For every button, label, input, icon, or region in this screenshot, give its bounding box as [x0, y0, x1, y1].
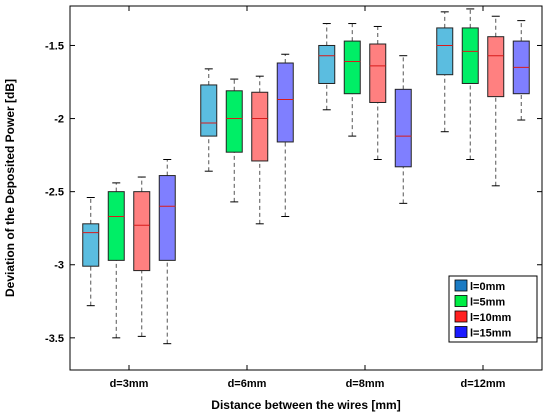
- box-l=15mm-d=12mm: [512, 20, 530, 121]
- box-body: [394, 88, 412, 168]
- legend-entry: l=0mm: [470, 281, 505, 293]
- box-body: [133, 191, 151, 272]
- box-l=0mm-d=3mm: [82, 197, 100, 307]
- box-l=10mm-d=3mm: [133, 176, 151, 337]
- legend-swatch: [454, 295, 468, 307]
- legend-entry: l=15mm: [470, 328, 511, 340]
- y-tick-label: -2: [54, 114, 64, 126]
- legend-swatch: [454, 279, 468, 292]
- box-series: [82, 8, 530, 345]
- box-body: [436, 27, 454, 76]
- x-tick-label: d=12mm: [461, 378, 506, 390]
- box-l=5mm-d=12mm: [461, 8, 479, 160]
- box-l=5mm-d=8mm: [343, 23, 361, 137]
- legend: l=0mm l=5mm l=10mm l=15mm: [448, 275, 538, 343]
- y-tick-label: -1.5: [45, 40, 64, 52]
- legend-entry: l=5mm: [470, 297, 505, 309]
- box-l=15mm-d=8mm: [394, 55, 412, 204]
- legend-swatch: [454, 326, 468, 338]
- box-l=0mm-d=12mm: [436, 11, 454, 133]
- box-l=15mm-d=6mm: [276, 53, 294, 218]
- box-body: [461, 27, 479, 84]
- box-body: [251, 91, 269, 162]
- legend-entry: l=10mm: [470, 312, 511, 324]
- box-l=0mm-d=6mm: [200, 68, 218, 172]
- x-tick-label: d=8mm: [346, 378, 385, 390]
- y-tick-label: -2.5: [45, 187, 64, 199]
- x-axis: d=3mm d=6mm d=8mm d=12mm: [110, 6, 506, 390]
- box-l=5mm-d=6mm: [225, 78, 243, 203]
- box-l=15mm-d=3mm: [158, 158, 176, 345]
- box-body: [276, 62, 294, 143]
- box-body: [82, 223, 100, 267]
- box-l=0mm-d=8mm: [318, 23, 336, 111]
- box-l=10mm-d=12mm: [487, 15, 505, 187]
- box-body: [369, 43, 387, 103]
- x-tick-label: d=6mm: [228, 378, 267, 390]
- box-body: [200, 84, 218, 137]
- legend-swatch: [454, 310, 468, 323]
- box-body: [107, 191, 125, 261]
- y-tick-label: -3: [54, 260, 64, 272]
- box-l=5mm-d=3mm: [107, 182, 125, 339]
- y-tick-label: -3.5: [45, 333, 64, 345]
- box-body: [343, 40, 361, 95]
- x-axis-label: Distance between the wires [mm]: [211, 398, 400, 412]
- box-body: [158, 175, 176, 261]
- box-body: [318, 44, 336, 84]
- box-l=10mm-d=8mm: [369, 25, 387, 160]
- box-l=10mm-d=6mm: [251, 75, 269, 225]
- box-body: [487, 36, 505, 98]
- y-axis: -3.5 -3 -2.5 -2 -1.5: [45, 40, 542, 345]
- box-body: [225, 90, 243, 153]
- x-tick-label: d=3mm: [110, 378, 149, 390]
- y-axis-label: Deviation of the Deposited Power [dB]: [3, 79, 17, 297]
